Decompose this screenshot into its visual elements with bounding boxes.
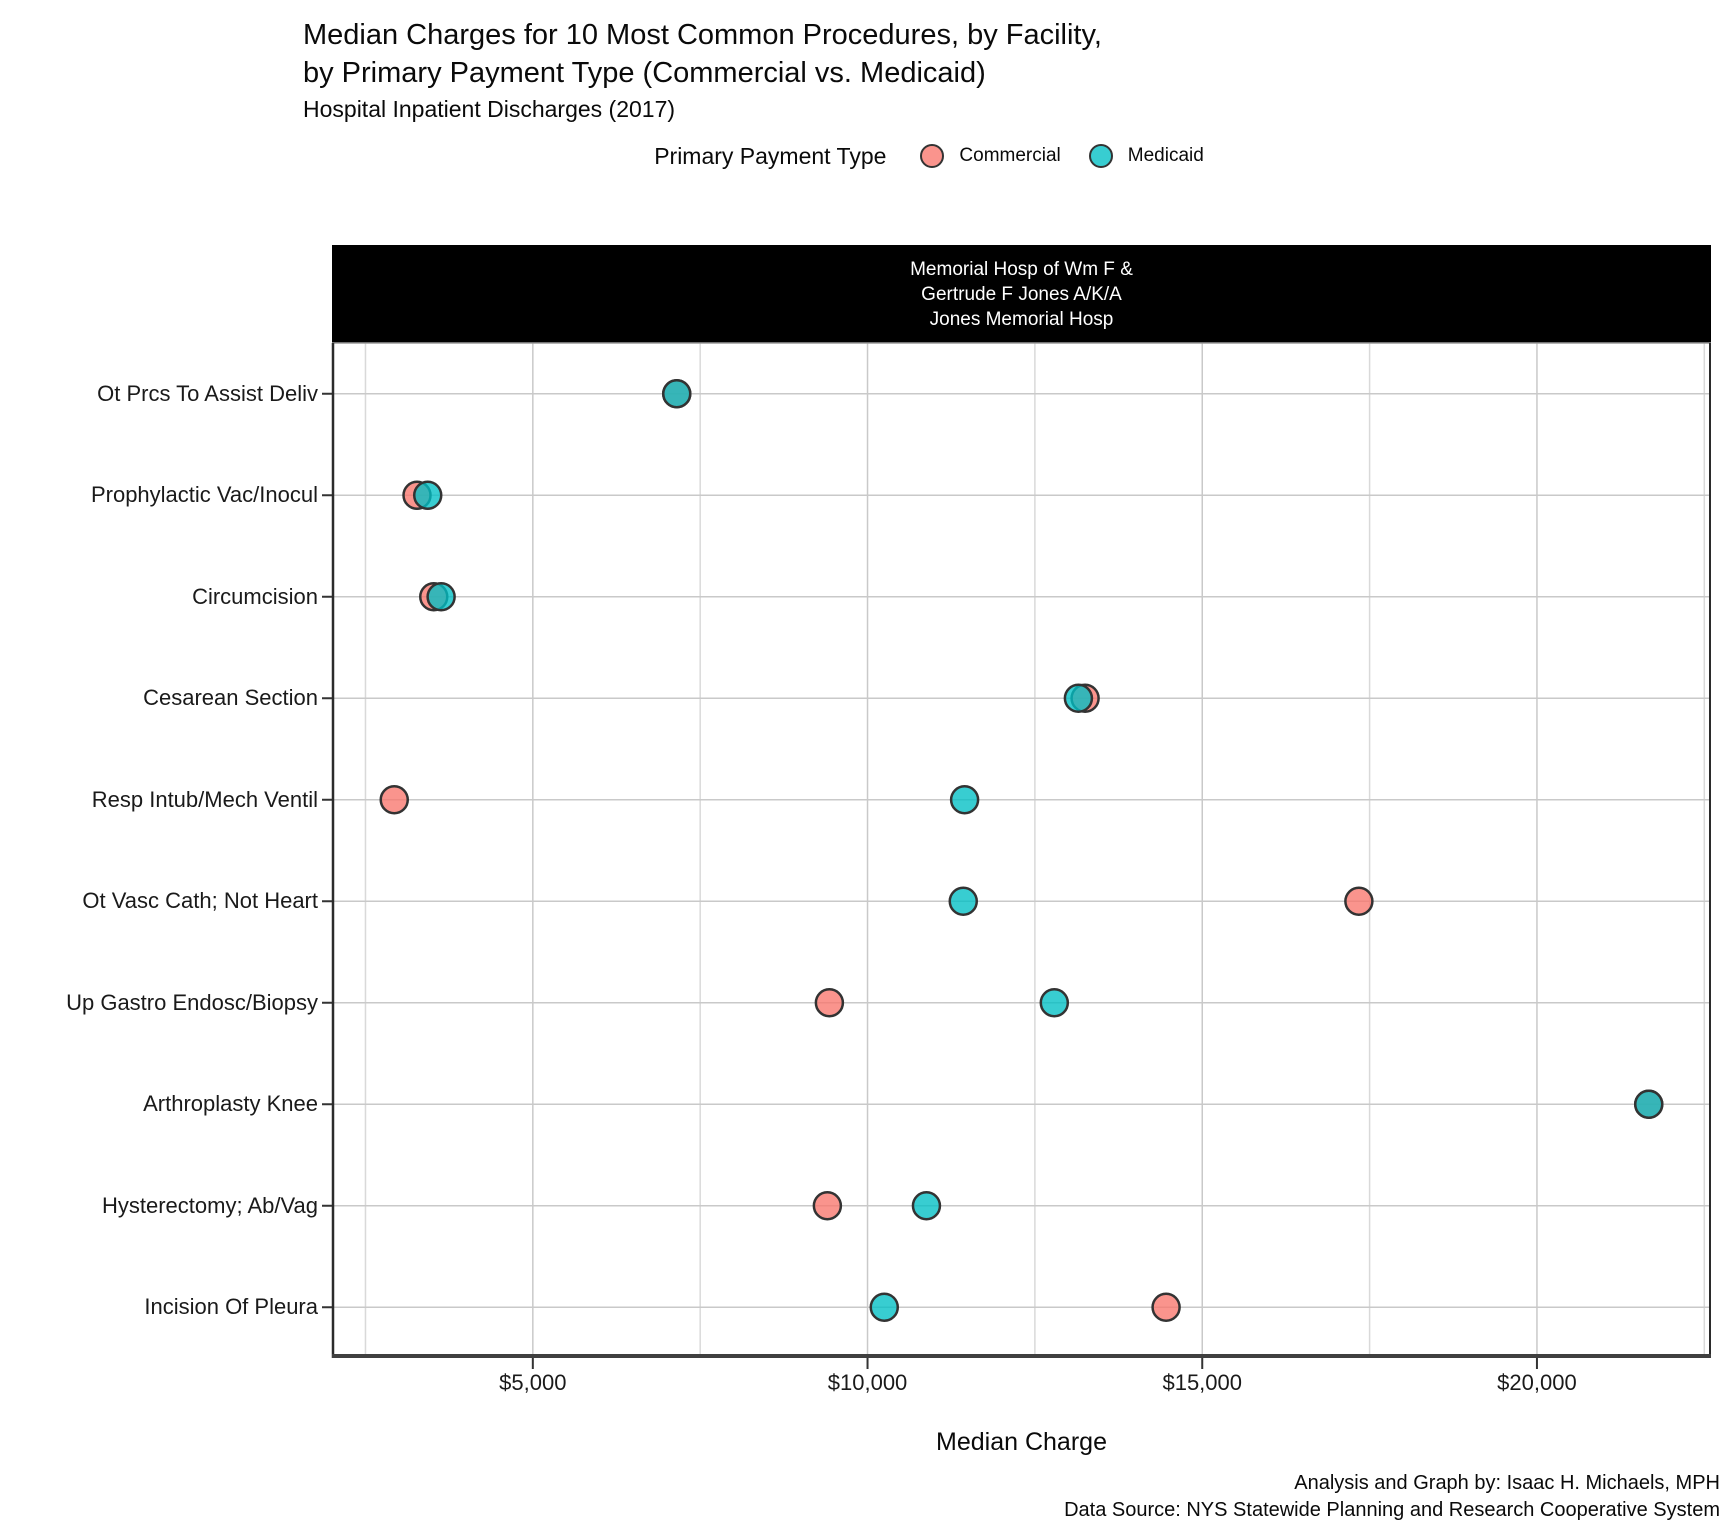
chart-title-line1: Median Charges for 10 Most Common Proced… [303, 19, 1102, 51]
legend-item-commercial: Commercial [918, 142, 1061, 170]
data-point-medicaid-9 [869, 1292, 900, 1322]
data-point-medicaid-8 [911, 1191, 942, 1221]
legend-swatch-commercial-icon [920, 144, 945, 168]
y-axis-label-6: Up Gastro Endosc/Biopsy [66, 989, 318, 1015]
legend-label-commercial: Commercial [959, 145, 1061, 166]
y-axis-label-1: Prophylactic Vac/Inocul [90, 482, 318, 508]
legend-swatch-medicaid-icon [1088, 144, 1113, 168]
facet-strip: Memorial Hosp of Wm F & Gertrude F Jones… [332, 245, 1711, 343]
data-point-medicaid-7 [1633, 1089, 1664, 1119]
y-axis-label-0: Ot Prcs To Assist Deliv [97, 380, 318, 406]
caption-line1: Analysis and Graph by: Isaac H. Michaels… [1294, 1472, 1720, 1494]
y-axis-label-4: Resp Intub/Mech Ventil [91, 786, 318, 812]
y-axis-label-8: Hysterectomy; Ab/Vag [101, 1192, 318, 1218]
data-point-medicaid-6 [1039, 988, 1070, 1018]
x-axis-label-0: $5,000 [499, 1370, 567, 1395]
facet-strip-line3: Jones Memorial Hosp [929, 308, 1114, 330]
facet-strip-line2: Gertrude F Jones A/K/A [921, 283, 1122, 305]
data-point-medicaid-0 [662, 379, 692, 409]
data-point-commercial-5 [1344, 886, 1374, 916]
y-axis-label-7: Arthroplasty Knee [143, 1091, 318, 1117]
data-point-commercial-4 [379, 785, 410, 815]
legend-item-medicaid: Medicaid [1087, 142, 1204, 170]
x-axis-title: Median Charge [936, 1428, 1107, 1456]
caption: Analysis and Graph by: Isaac H. Michaels… [1064, 1470, 1720, 1524]
caption-line2: Data Source: NYS Statewide Planning and … [1064, 1499, 1720, 1521]
data-point-medicaid-1 [412, 480, 443, 510]
data-point-medicaid-5 [948, 886, 979, 916]
legend-title: Primary Payment Type [654, 142, 887, 169]
y-axis-label-2: Circumcision [192, 583, 318, 609]
y-axis-label-9: Incision Of Pleura [144, 1294, 318, 1320]
facet-strip-line1: Memorial Hosp of Wm F & [910, 258, 1133, 280]
data-point-medicaid-3 [1063, 683, 1094, 713]
x-axis-label-2: $15,000 [1162, 1370, 1242, 1395]
x-axis-label-3: $20,000 [1497, 1370, 1577, 1395]
data-point-medicaid-4 [949, 785, 980, 815]
x-axis-label-1: $10,000 [827, 1370, 908, 1395]
data-point-medicaid-2 [426, 582, 456, 612]
chart-title-line2: by Primary Payment Type (Commercial vs. … [303, 57, 986, 89]
plot-panel [332, 343, 1711, 1358]
data-point-commercial-9 [1151, 1292, 1181, 1322]
legend-label-medicaid: Medicaid [1127, 145, 1204, 166]
data-point-commercial-8 [812, 1191, 843, 1221]
legend: Primary Payment Type Commercial Medicaid [130, 142, 1728, 170]
y-axis-label-5: Ot Vasc Cath; Not Heart [82, 888, 318, 914]
data-point-commercial-6 [814, 988, 845, 1018]
chart-title: Median Charges for 10 Most Common Proced… [303, 16, 1102, 92]
chart-subtitle: Hospital Inpatient Discharges (2017) [303, 96, 676, 122]
y-axis-label-3: Cesarean Section [143, 685, 318, 711]
